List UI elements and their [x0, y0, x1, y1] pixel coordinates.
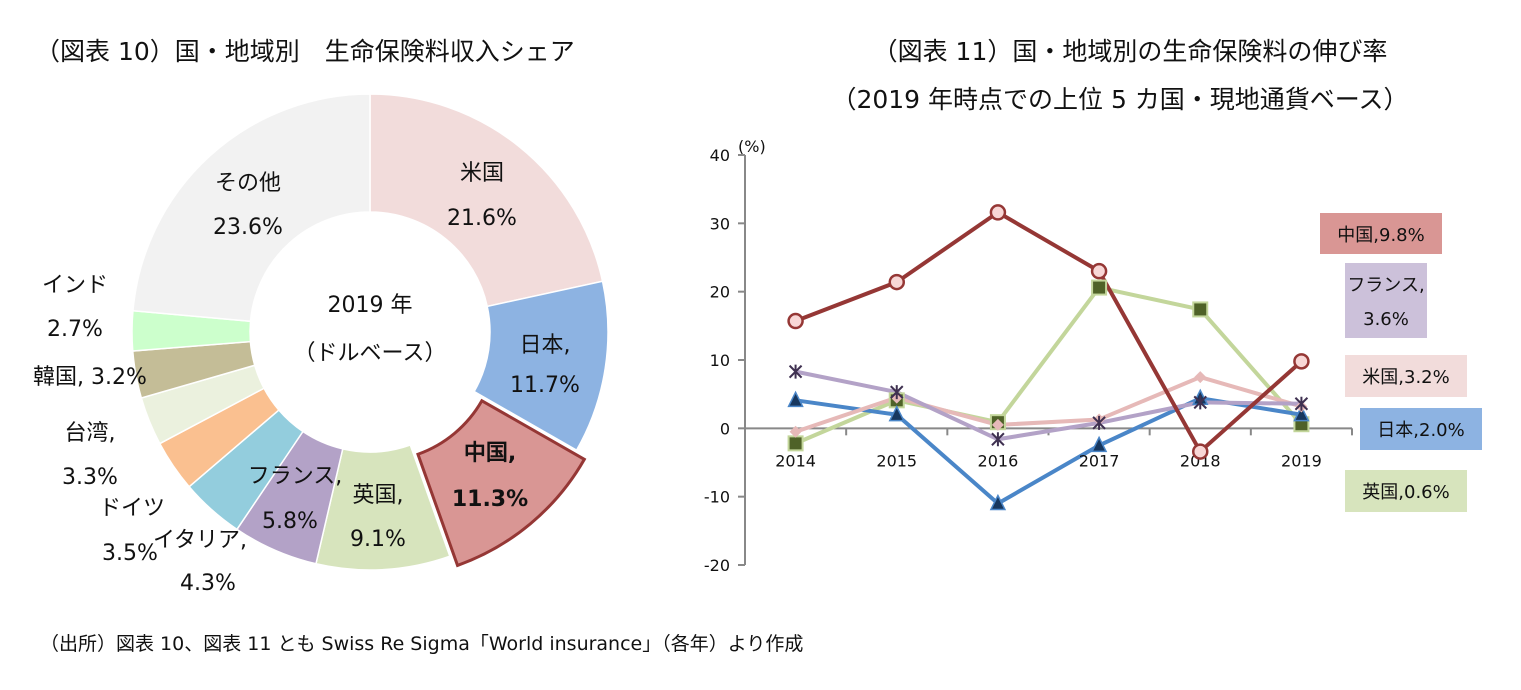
data-point-中国	[989, 204, 1007, 221]
slice-label-uk: 英国,	[353, 483, 404, 508]
data-point-日本	[1293, 404, 1310, 422]
data-point-米国	[1194, 371, 1207, 384]
line-chart: 40 30 20 10 0 -10 -20 2014 2015 2016 2017 2018 2019 中…	[704, 146, 1482, 575]
data-point-日本	[888, 404, 905, 422]
x-tick-label: 2014	[775, 451, 816, 470]
slice-value-uk: 9.1%	[350, 527, 406, 552]
x-tick-label: 2018	[1180, 451, 1221, 470]
data-point-フランス	[1092, 415, 1106, 430]
y-tick-label: -10	[704, 488, 730, 507]
series-line-フランス	[795, 369, 1302, 442]
source-note: （出所）図表 10、図表 11 とも Swiss Re Sigma「World …	[40, 633, 803, 655]
data-point-フランス	[1294, 396, 1309, 411]
slice-label-china: 中国,	[464, 441, 516, 466]
y-tick-label: -20	[704, 556, 730, 575]
data-point-中国	[1293, 353, 1310, 370]
x-tick-label: 2019	[1281, 451, 1322, 470]
slice-value-other: 23.6%	[213, 215, 283, 240]
end-label-日本: 日本,2.0%	[1377, 420, 1464, 441]
slice-value-china: 11.3%	[452, 487, 528, 512]
donut-slice-その他	[132, 93, 371, 323]
y-tick-label: 40	[710, 146, 730, 165]
y-tick-label: 20	[710, 283, 730, 302]
donut-slice-米国	[369, 93, 604, 308]
end-label-box-日本	[1360, 408, 1482, 450]
slice-label-other: その他	[215, 171, 281, 196]
end-label-フランス: 3.6%	[1363, 309, 1409, 330]
slice-label-india: インド	[42, 273, 108, 298]
donut-title: （図表 10）国・地域別 生命保険料収入シェア	[35, 37, 575, 66]
slice-value-taiwan: 3.3%	[62, 465, 118, 490]
line-title-1: （図表 11）国・地域別の生命保険料の伸び率	[873, 37, 1388, 66]
data-point-英国	[1091, 279, 1108, 296]
slice-label-japan: 日本,	[520, 333, 571, 358]
data-point-米国	[789, 425, 802, 438]
y-tick-label: 0	[720, 419, 730, 438]
data-point-日本	[989, 493, 1007, 511]
slice-label-taiwan: 台湾,	[65, 421, 116, 446]
slice-label-germany: ドイツ	[99, 496, 165, 521]
slice-label-us: 米国	[460, 161, 504, 186]
end-label-box-中国	[1320, 213, 1442, 254]
slice-value-france: 5.8%	[262, 509, 318, 534]
donut-center-basis: （ドルベース）	[294, 341, 447, 366]
donut-slice-中国	[416, 398, 587, 568]
slice-label-italy: イタリア,	[153, 528, 247, 553]
data-point-日本	[787, 390, 804, 408]
x-tick-label: 2017	[1079, 451, 1120, 470]
end-label-box-英国	[1345, 470, 1467, 512]
data-point-フランス	[788, 364, 803, 379]
data-point-米国	[991, 418, 1004, 431]
data-point-英国	[787, 435, 804, 452]
end-label-英国: 英国,0.6%	[1362, 482, 1449, 503]
y-tick-label: 10	[710, 351, 730, 370]
end-label-フランス: フランス,	[1347, 275, 1424, 296]
slice-value-germany: 3.5%	[102, 541, 158, 566]
slice-value-italy: 4.3%	[180, 571, 236, 596]
y-axis-unit: (%)	[738, 137, 766, 156]
end-label-米国: 米国,3.2%	[1362, 367, 1449, 388]
data-point-英国	[1192, 301, 1209, 318]
end-label-box-フランス	[1345, 263, 1427, 338]
series-line-英国	[794, 285, 1303, 446]
data-point-フランス	[1193, 395, 1207, 410]
line-title-2: （2019 年時点での上位 5 カ国・現地通貨ベース）	[831, 85, 1408, 114]
slice-label-france: フランス,	[248, 464, 343, 489]
data-point-中国	[888, 273, 905, 291]
data-point-フランス	[890, 385, 904, 400]
data-point-中国	[787, 312, 804, 330]
slice-label-korea: 韓国, 3.2%	[33, 365, 147, 390]
data-point-日本	[1090, 435, 1108, 453]
y-tick-label: 30	[710, 214, 730, 233]
donut-chart	[131, 93, 609, 571]
end-label-中国: 中国,9.8%	[1337, 225, 1424, 246]
series-line-日本	[795, 396, 1302, 506]
series-line-中国	[794, 210, 1303, 454]
slice-value-us: 21.6%	[447, 206, 517, 231]
slice-value-india: 2.7%	[47, 317, 103, 342]
donut-center-year: 2019 年	[328, 293, 413, 318]
donut-slice-日本	[473, 280, 609, 452]
x-tick-label: 2016	[978, 451, 1019, 470]
slice-value-japan: 11.7%	[510, 373, 580, 398]
data-point-フランス	[991, 432, 1005, 447]
series-line-米国	[794, 375, 1302, 434]
data-point-中国	[1090, 262, 1108, 280]
x-tick-label: 2015	[876, 451, 917, 470]
data-point-中国	[1192, 443, 1209, 460]
end-label-box-米国	[1345, 355, 1467, 397]
